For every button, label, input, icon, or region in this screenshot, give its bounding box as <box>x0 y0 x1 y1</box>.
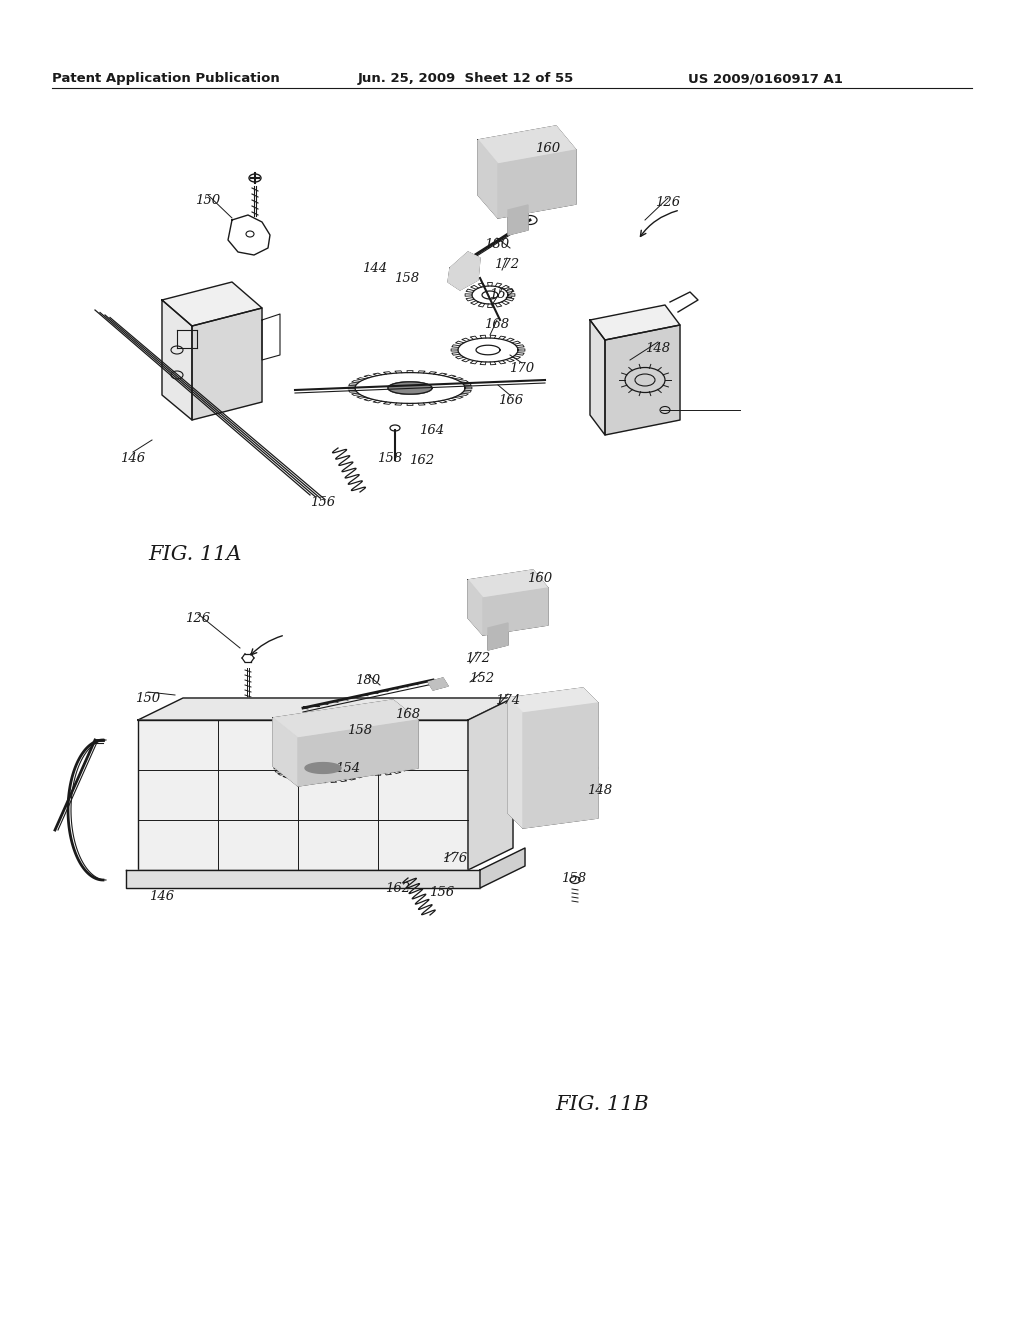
Polygon shape <box>483 587 548 635</box>
Text: 152: 152 <box>469 672 495 685</box>
Polygon shape <box>468 579 483 635</box>
Text: 150: 150 <box>196 194 220 206</box>
Text: 166: 166 <box>499 393 523 407</box>
Text: 154: 154 <box>336 762 360 775</box>
Polygon shape <box>590 305 680 341</box>
Text: Jun. 25, 2009  Sheet 12 of 55: Jun. 25, 2009 Sheet 12 of 55 <box>358 73 574 84</box>
Polygon shape <box>508 688 598 713</box>
Text: 170: 170 <box>509 362 535 375</box>
Text: US 2009/0160917 A1: US 2009/0160917 A1 <box>688 73 843 84</box>
Polygon shape <box>523 704 598 828</box>
Text: 180: 180 <box>355 673 381 686</box>
Text: 162: 162 <box>385 882 411 895</box>
Text: 126: 126 <box>655 195 681 209</box>
Text: 148: 148 <box>588 784 612 796</box>
Text: 160: 160 <box>536 141 560 154</box>
Text: 172: 172 <box>466 652 490 664</box>
Text: 158: 158 <box>394 272 420 285</box>
Polygon shape <box>193 308 262 420</box>
Text: 152: 152 <box>489 289 515 301</box>
Polygon shape <box>138 719 468 870</box>
Text: 160: 160 <box>527 572 553 585</box>
Text: 148: 148 <box>645 342 671 355</box>
Text: 150: 150 <box>135 692 161 705</box>
Text: 158: 158 <box>561 871 587 884</box>
Text: 144: 144 <box>362 261 387 275</box>
Polygon shape <box>449 252 480 290</box>
Polygon shape <box>480 847 525 888</box>
Polygon shape <box>590 319 605 436</box>
Polygon shape <box>605 325 680 436</box>
Polygon shape <box>305 763 341 774</box>
Text: 158: 158 <box>378 451 402 465</box>
Polygon shape <box>508 205 528 235</box>
Text: 174: 174 <box>496 693 520 706</box>
Text: 126: 126 <box>185 611 211 624</box>
Polygon shape <box>468 698 513 870</box>
Text: Patent Application Publication: Patent Application Publication <box>52 73 280 84</box>
Text: 156: 156 <box>310 495 336 508</box>
Polygon shape <box>138 698 513 719</box>
Text: 172: 172 <box>495 257 519 271</box>
Text: FIG. 11A: FIG. 11A <box>148 545 242 564</box>
Text: 156: 156 <box>429 886 455 899</box>
Text: 168: 168 <box>484 318 510 331</box>
Polygon shape <box>468 570 548 598</box>
Text: 168: 168 <box>395 708 421 721</box>
Polygon shape <box>298 719 418 785</box>
Polygon shape <box>273 718 298 785</box>
Text: 176: 176 <box>442 851 468 865</box>
Text: 158: 158 <box>347 723 373 737</box>
Polygon shape <box>126 870 480 888</box>
Text: 164: 164 <box>420 424 444 437</box>
Polygon shape <box>508 698 523 828</box>
Text: 180: 180 <box>484 238 510 251</box>
Text: FIG. 11B: FIG. 11B <box>555 1096 649 1114</box>
Polygon shape <box>478 125 575 164</box>
Text: 162: 162 <box>410 454 434 466</box>
Polygon shape <box>162 282 262 326</box>
Polygon shape <box>388 381 432 395</box>
Polygon shape <box>273 700 418 738</box>
Text: 146: 146 <box>121 451 145 465</box>
Polygon shape <box>162 300 193 420</box>
Polygon shape <box>428 678 449 690</box>
Polygon shape <box>488 623 508 649</box>
Polygon shape <box>498 150 575 218</box>
Polygon shape <box>478 140 498 218</box>
Text: 146: 146 <box>150 890 174 903</box>
